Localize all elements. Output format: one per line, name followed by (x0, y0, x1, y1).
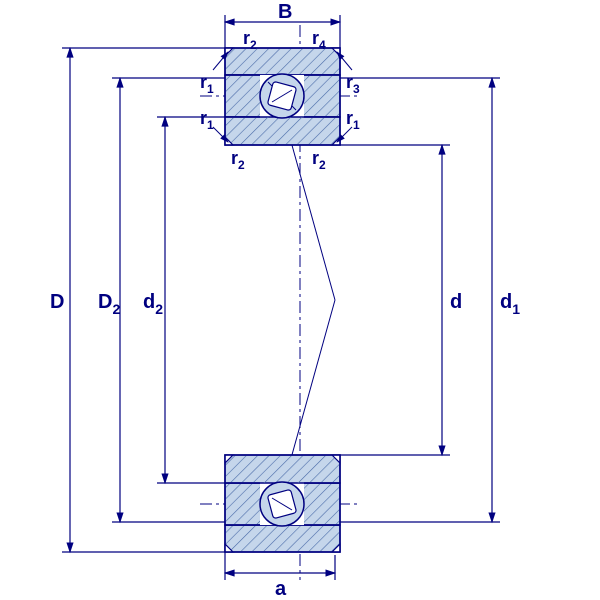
label-r1-ir: r1 (346, 108, 360, 132)
bearing-diagram: B D D2 d2 d d1 (0, 0, 600, 600)
label-r2-il: r2 (231, 148, 245, 172)
label-D: D (50, 291, 64, 313)
label-d2: d2 (143, 291, 163, 317)
label-r2-ir: r2 (312, 148, 326, 172)
dim-d (340, 145, 450, 455)
label-D2: D2 (98, 291, 120, 317)
dim-D2 (112, 78, 225, 522)
dim-d2 (157, 117, 225, 483)
bearing-bottom (225, 455, 340, 552)
label-a: a (275, 578, 287, 600)
dim-a (225, 552, 335, 580)
label-r3-tr: r3 (346, 72, 360, 96)
label-B: B (278, 1, 292, 23)
label-r1-tl: r1 (200, 72, 214, 96)
label-r1-il: r1 (200, 108, 214, 132)
label-d: d (450, 291, 462, 313)
label-d1: d1 (500, 291, 520, 317)
bearing-top (225, 48, 348, 145)
